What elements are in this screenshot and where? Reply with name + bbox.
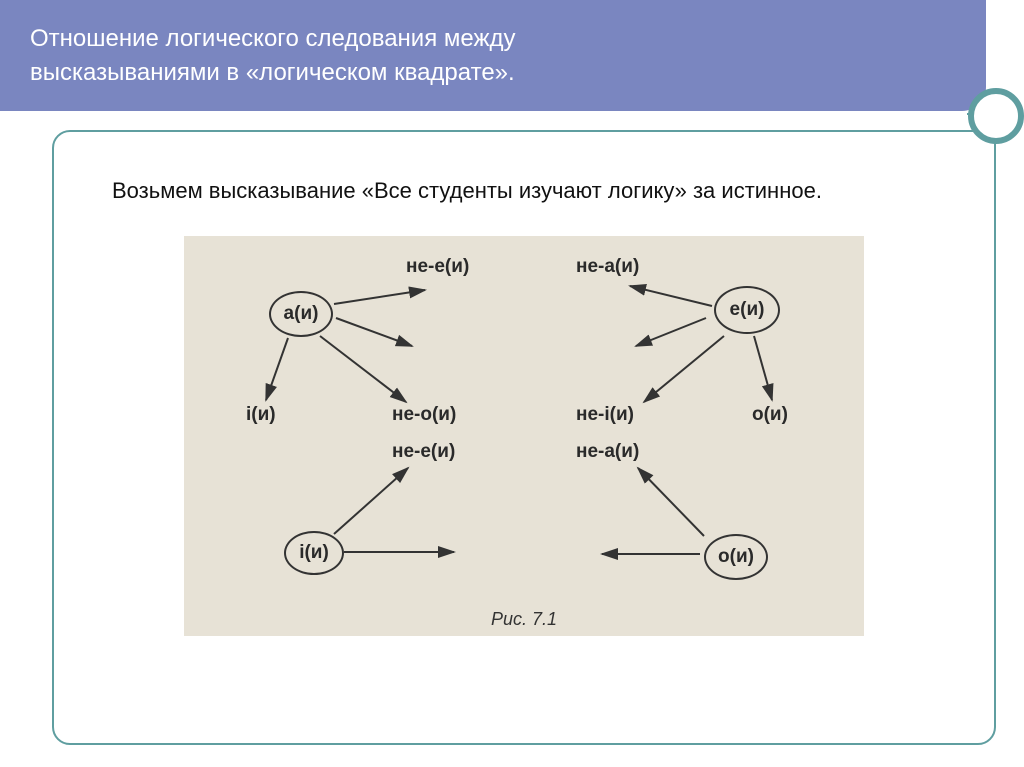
arrow-e-to-mid <box>636 318 706 346</box>
node-e: е(и) <box>714 286 780 334</box>
diagram-wrap: Рис. 7.1 а(и) е(и) i(и) о(и) не-е(и) не-а(и) i… <box>102 236 946 636</box>
label-ne-e-top: не-е(и) <box>406 256 469 278</box>
label-ne-e-mid: не-е(и) <box>392 441 455 463</box>
label-ne-a-top: не-а(и) <box>576 256 639 278</box>
label-ne-a-mid: не-а(и) <box>576 441 639 463</box>
arrow-a-to-i <box>266 338 288 400</box>
arrow-a-to-nee <box>334 290 425 304</box>
arrow-a-to-neo <box>320 336 406 402</box>
content-frame: Возьмем высказывание «Все студенты изуча… <box>52 130 996 745</box>
logic-diagram: Рис. 7.1 а(и) е(и) i(и) о(и) не-е(и) не-а(и) i… <box>184 236 864 636</box>
arrow-e-to-nei <box>644 336 724 402</box>
header-line2: высказываниями в «логическом квадрате». <box>30 56 946 90</box>
label-ne-i: не-i(и) <box>576 404 634 426</box>
arrow-o-to-nea2 <box>638 468 704 536</box>
node-o2: о(и) <box>704 534 768 580</box>
arrow-e-to-o <box>754 336 772 400</box>
node-i2: i(и) <box>284 531 344 575</box>
accent-bubble <box>968 88 1024 144</box>
body-text: Возьмем высказывание «Все студенты изуча… <box>130 176 946 206</box>
label-o-right: о(и) <box>752 404 788 426</box>
arrow-a-to-mid <box>336 318 412 346</box>
arrow-i-to-nee2 <box>334 468 408 534</box>
node-a: а(и) <box>269 291 333 337</box>
header-line1: Отношение логического следования между <box>30 22 946 56</box>
arrow-e-to-nea <box>630 286 712 306</box>
diagram-caption: Рис. 7.1 <box>491 609 557 630</box>
slide-header: Отношение логического следования между в… <box>0 0 986 111</box>
label-i-left: i(и) <box>246 404 276 426</box>
label-ne-o: не-о(и) <box>392 404 456 426</box>
